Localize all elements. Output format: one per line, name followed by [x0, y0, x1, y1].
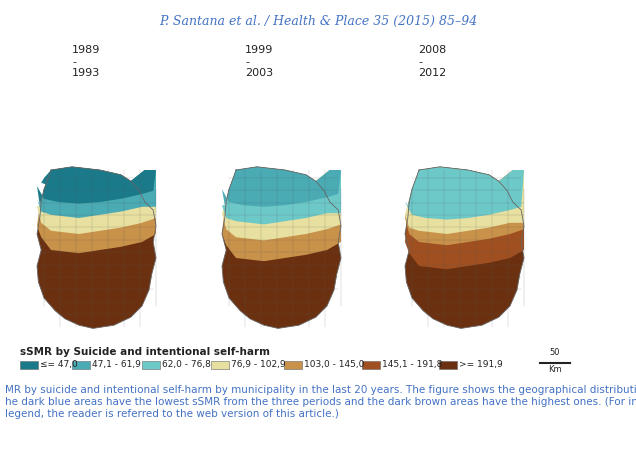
- Polygon shape: [37, 167, 156, 253]
- Text: 145,1 - 191,8: 145,1 - 191,8: [382, 361, 442, 370]
- FancyBboxPatch shape: [284, 361, 302, 369]
- Polygon shape: [37, 167, 156, 205]
- Text: Km: Km: [548, 365, 562, 374]
- Polygon shape: [405, 167, 524, 219]
- FancyBboxPatch shape: [439, 361, 457, 369]
- Text: 76,9 - 102,9: 76,9 - 102,9: [231, 361, 286, 370]
- FancyBboxPatch shape: [142, 361, 160, 369]
- Polygon shape: [222, 167, 341, 240]
- Text: 2008
-
2012: 2008 - 2012: [418, 45, 446, 78]
- Text: 47,1 - 61,9: 47,1 - 61,9: [92, 361, 141, 370]
- Text: >= 191,9: >= 191,9: [459, 361, 503, 370]
- Polygon shape: [405, 167, 524, 269]
- Polygon shape: [405, 167, 524, 245]
- Polygon shape: [37, 167, 156, 234]
- Text: he dark blue areas have the lowest sSMR from the three periods and the dark brow: he dark blue areas have the lowest sSMR …: [5, 397, 636, 407]
- Polygon shape: [222, 167, 341, 261]
- FancyBboxPatch shape: [211, 361, 229, 369]
- Polygon shape: [222, 167, 341, 207]
- Text: 62,0 - 76,8: 62,0 - 76,8: [162, 361, 211, 370]
- Text: legend, the reader is referred to the web version of this article.): legend, the reader is referred to the we…: [5, 409, 339, 419]
- FancyBboxPatch shape: [362, 361, 380, 369]
- Polygon shape: [222, 167, 341, 224]
- Text: MR by suicide and intentional self-harm by municipality in the last 20 years. Th: MR by suicide and intentional self-harm …: [5, 385, 636, 395]
- Polygon shape: [37, 167, 156, 218]
- Text: 1989
-
1993: 1989 - 1993: [72, 45, 100, 78]
- Text: 103,0 - 145,0: 103,0 - 145,0: [304, 361, 364, 370]
- Polygon shape: [37, 167, 156, 328]
- Polygon shape: [405, 167, 524, 328]
- Text: sSMR by Suicide and intentional self-harm: sSMR by Suicide and intentional self-har…: [20, 347, 270, 357]
- Polygon shape: [405, 167, 524, 234]
- FancyBboxPatch shape: [20, 361, 38, 369]
- Text: ≤= 47,0: ≤= 47,0: [40, 361, 78, 370]
- FancyBboxPatch shape: [73, 361, 90, 369]
- Text: 1999
-
2003: 1999 - 2003: [245, 45, 273, 78]
- Polygon shape: [222, 167, 341, 328]
- Polygon shape: [41, 167, 153, 189]
- Text: P. Santana et al. / Health & Place 35 (2015) 85–94: P. Santana et al. / Health & Place 35 (2…: [159, 15, 477, 28]
- Text: 50: 50: [550, 348, 560, 357]
